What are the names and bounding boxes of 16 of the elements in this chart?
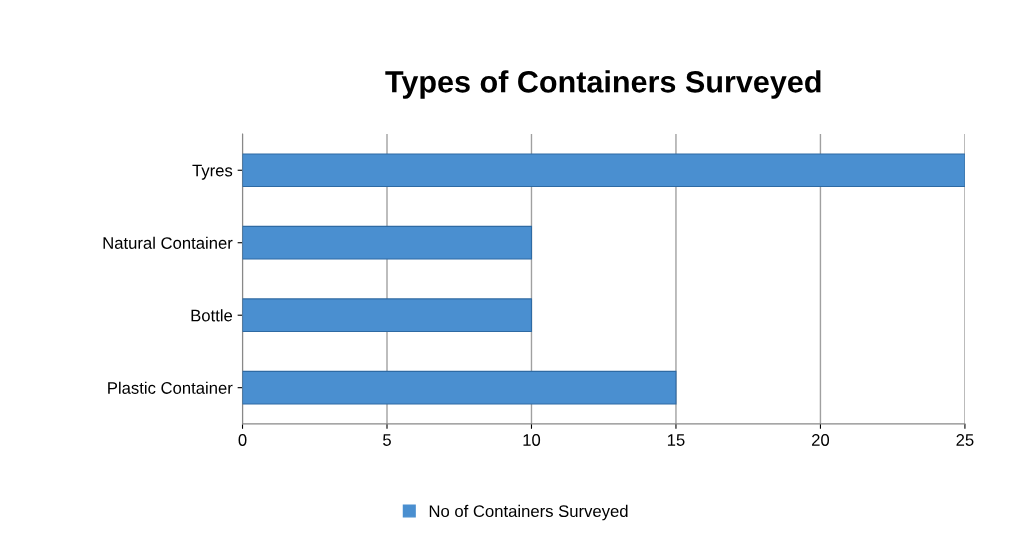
bar [242, 225, 533, 260]
legend-label: No of Containers Surveyed [429, 504, 628, 521]
x-tick-label: 10 [523, 434, 541, 446]
chart-title: Types of Containers Surveyed [385, 70, 821, 99]
x-tick-label: 0 [238, 434, 247, 446]
y-tick-label: Natural Container [103, 236, 233, 249]
bar [242, 298, 533, 333]
x-tick-label: 20 [812, 434, 830, 446]
y-tick-label: Plastic Container [108, 381, 233, 394]
y-tick-label: Tyres [192, 164, 233, 180]
x-tick-label: 15 [667, 434, 685, 446]
bar [242, 370, 677, 405]
x-tick-label: 5 [383, 434, 391, 446]
x-tick-label: 25 [956, 434, 974, 446]
bar [242, 153, 965, 188]
y-tick-label: Bottle [191, 309, 233, 322]
